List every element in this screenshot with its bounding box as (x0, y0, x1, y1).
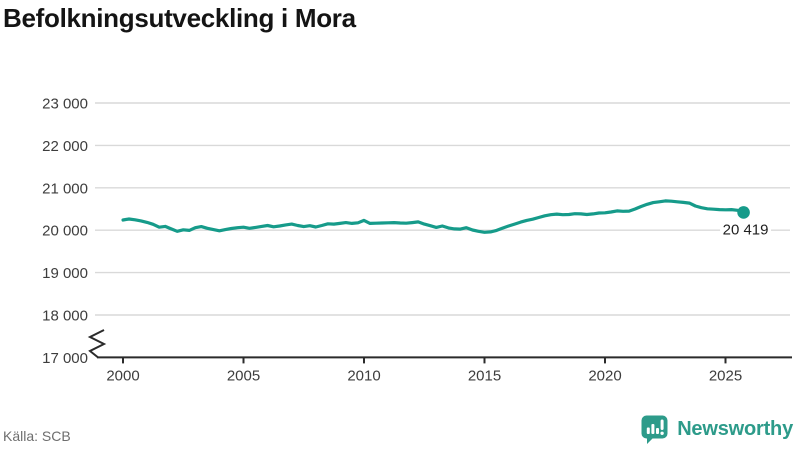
y-axis-tick-label: 19 000 (42, 265, 88, 282)
y-axis-break-icon (87, 329, 107, 359)
logo-bar-2 (651, 424, 655, 434)
logo-bar-1 (646, 427, 650, 434)
population-line (121, 199, 746, 234)
x-axis-tick-label: 2000 (106, 367, 139, 384)
x-axis-tick-label: 2010 (347, 367, 380, 384)
logo-exclamation-bar (660, 419, 664, 430)
y-axis-tick-label: 21 000 (42, 180, 88, 197)
y-axis-tick-label: 18 000 (42, 308, 88, 325)
newsworthy-wordmark: Newsworthy (677, 418, 793, 440)
y-axis-tick-label: 20 000 (42, 223, 88, 240)
newsworthy-icon (641, 415, 668, 444)
x-axis-tick-label: 2020 (588, 367, 621, 384)
source-note: Källa: SCB (3, 428, 71, 444)
x-axis-tick-label: 2015 (468, 367, 501, 384)
y-axis-tick-label: 17 000 (42, 350, 88, 367)
newsworthy-logo: Newsworthy (639, 414, 793, 445)
page-title: Befolkningsutveckling i Mora (3, 3, 356, 33)
x-axis-tick-label: 2005 (227, 367, 260, 384)
y-axis-tick-label: 23 000 (42, 96, 88, 113)
y-axis-tick-label: 22 000 (42, 138, 88, 155)
logo-exclamation-dot (660, 431, 664, 435)
x-axis-tick-label: 2025 (709, 367, 742, 384)
last-value-label: 20 419 (719, 221, 772, 239)
logo-bar-3 (656, 428, 660, 434)
last-point-marker (737, 206, 750, 219)
